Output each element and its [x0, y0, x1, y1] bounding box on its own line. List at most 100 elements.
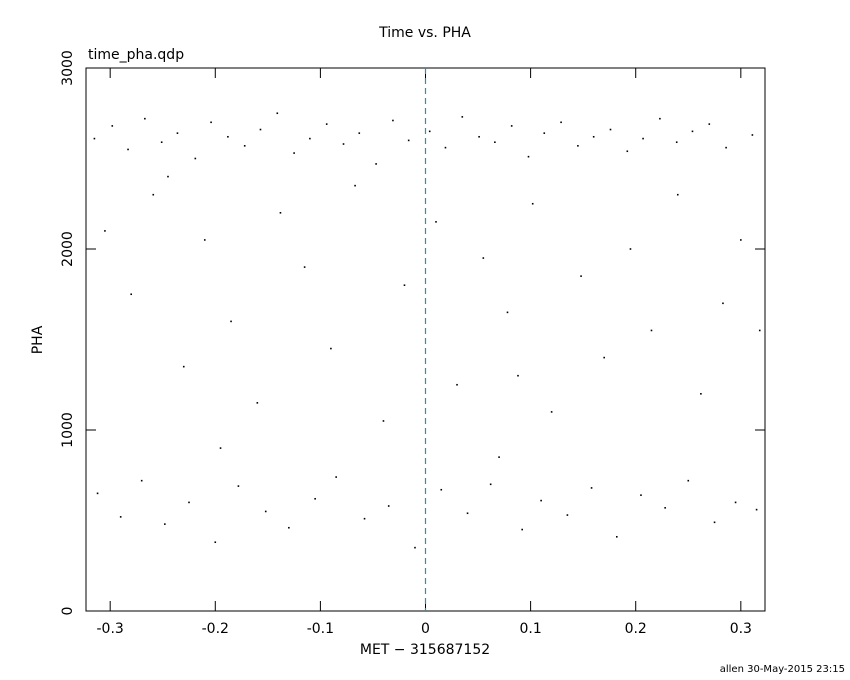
point — [466, 512, 469, 515]
point — [550, 411, 553, 413]
point — [428, 130, 431, 133]
point — [713, 521, 716, 524]
x-tick-label: 0 — [421, 621, 430, 637]
x-tick-label: -0.3 — [97, 621, 124, 637]
point — [140, 479, 143, 482]
point — [387, 505, 390, 507]
y-axis-label: PHA — [30, 325, 46, 354]
point — [626, 150, 629, 153]
point — [478, 135, 480, 138]
point — [456, 383, 458, 386]
point — [722, 302, 724, 305]
point — [276, 112, 279, 115]
point — [127, 148, 129, 151]
point — [687, 479, 690, 482]
point — [210, 121, 212, 124]
y-tick-label: 3000 — [60, 50, 76, 86]
point — [708, 123, 711, 125]
point — [227, 135, 229, 138]
point — [335, 476, 337, 478]
x-tick-label: -0.1 — [307, 621, 334, 637]
point — [288, 526, 290, 529]
point — [640, 494, 642, 496]
point — [230, 320, 232, 323]
point — [540, 499, 542, 502]
y-tick-label: 1000 — [60, 412, 76, 448]
point — [664, 507, 666, 509]
point — [160, 141, 163, 144]
point — [577, 145, 579, 147]
point — [219, 447, 222, 449]
point — [700, 393, 702, 395]
point — [119, 516, 122, 518]
point — [517, 374, 519, 377]
x-tick-label: 0.1 — [519, 621, 541, 637]
x-axis-label: MET − 315687152 — [360, 642, 490, 658]
point — [325, 123, 328, 125]
point — [314, 497, 316, 500]
point — [203, 239, 206, 241]
point — [510, 125, 513, 127]
point — [303, 266, 306, 268]
point — [264, 510, 267, 513]
point — [93, 137, 96, 140]
point — [755, 508, 758, 511]
point — [725, 146, 727, 149]
point — [392, 119, 394, 122]
chart-title: Time vs. PHA — [378, 25, 471, 41]
point — [375, 163, 377, 165]
point — [259, 128, 262, 131]
point — [237, 485, 240, 487]
point — [758, 329, 761, 332]
point — [111, 125, 114, 127]
point — [194, 157, 197, 160]
point — [494, 141, 496, 144]
point — [734, 501, 737, 504]
point — [358, 132, 361, 134]
point — [167, 175, 169, 178]
x-tick-label: 0.3 — [730, 621, 752, 637]
point — [164, 523, 166, 525]
point — [740, 239, 742, 241]
point — [521, 528, 523, 531]
point — [188, 501, 190, 504]
point — [363, 517, 366, 520]
point — [96, 492, 99, 495]
point — [506, 311, 509, 314]
point — [144, 117, 146, 120]
point — [444, 146, 447, 149]
point — [130, 293, 132, 296]
point — [482, 257, 485, 259]
y-tick-label: 0 — [60, 607, 76, 616]
point — [489, 483, 492, 486]
point — [414, 546, 416, 549]
point — [435, 221, 437, 223]
point — [527, 155, 530, 158]
point — [675, 141, 678, 144]
point — [650, 329, 653, 332]
point — [279, 212, 282, 214]
point — [676, 193, 679, 196]
x-tick-label: 0.2 — [625, 621, 647, 637]
point — [330, 347, 332, 350]
point — [592, 135, 595, 138]
point — [440, 488, 443, 491]
point — [603, 356, 605, 359]
x-tick-label: -0.2 — [202, 621, 229, 637]
point — [659, 117, 661, 120]
point — [531, 202, 534, 205]
point — [560, 121, 562, 124]
point — [590, 487, 593, 489]
point — [382, 420, 385, 422]
y-tick-label: 2000 — [60, 231, 76, 267]
point — [104, 230, 106, 232]
point — [566, 514, 569, 516]
point — [498, 456, 500, 458]
point — [629, 248, 632, 250]
point — [354, 184, 356, 187]
point — [407, 139, 410, 142]
point — [152, 193, 155, 196]
point — [543, 132, 546, 134]
point — [691, 130, 694, 133]
